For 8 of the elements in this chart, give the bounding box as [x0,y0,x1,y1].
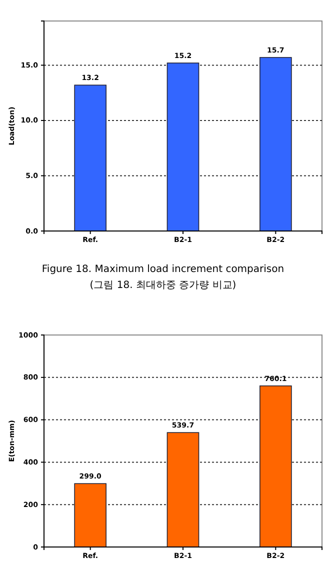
bar [74,483,106,548]
bar [166,432,200,548]
bar [166,62,200,232]
caption: Figure 18. Maximum load increment comparison [42,264,284,275]
bar [74,84,106,232]
text: (그림 18. 최대하중 증가량 비교) [90,280,236,291]
bar [260,57,292,232]
bar [260,385,292,548]
